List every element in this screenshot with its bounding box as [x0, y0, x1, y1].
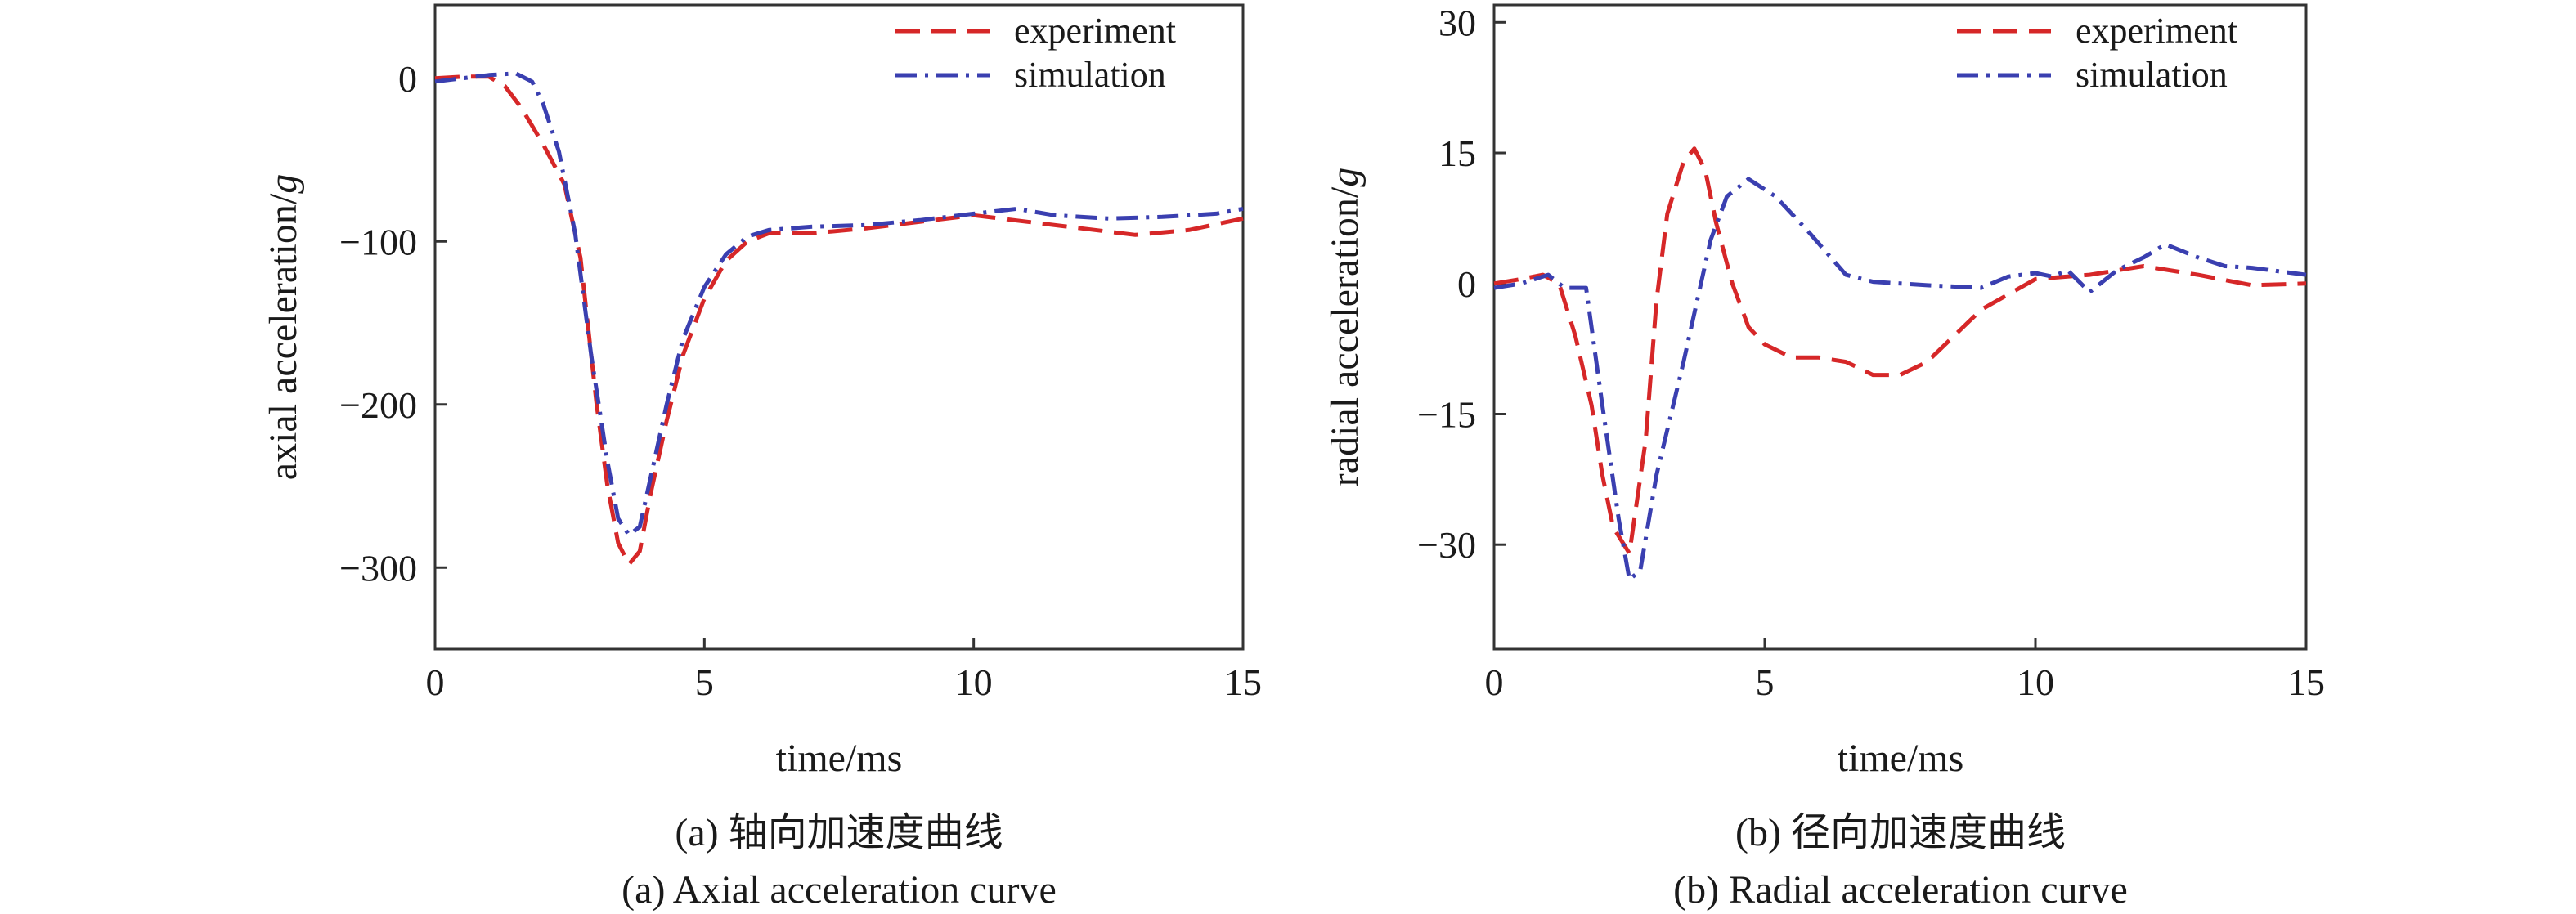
- x-tick-label: 0: [426, 661, 445, 703]
- x-tick-label: 10: [955, 661, 993, 703]
- y-tick-label: 30: [1438, 2, 1476, 43]
- tick-marks: [433, 77, 1245, 649]
- y-tick-label: −100: [339, 221, 417, 262]
- plot-frame: [1492, 3, 2308, 651]
- y-tick-labels: 30 15 0 −15 −30: [1417, 2, 1476, 566]
- legend: experiment simulation: [1957, 11, 2237, 95]
- caption-chinese: (a) 轴向加速度曲线: [675, 811, 1003, 854]
- y-tick-label: 0: [398, 58, 417, 100]
- y-axis-label: radial acceleration/g: [1323, 168, 1367, 486]
- y-tick-label: −30: [1417, 524, 1476, 566]
- legend-label-simulation: simulation: [2076, 55, 2228, 95]
- x-axis-label: time/ms: [1838, 737, 1964, 780]
- caption-english: (a) Axial acceleration curve: [622, 868, 1057, 912]
- legend-label-experiment: experiment: [2076, 11, 2237, 51]
- legend-label-experiment: experiment: [1014, 11, 1176, 51]
- x-tick-labels: 0 5 10 15: [1485, 661, 2326, 703]
- x-tick-label: 10: [2017, 661, 2054, 703]
- y-tick-labels: 0 −100 −200 −300: [339, 58, 417, 589]
- caption-english: (b) Radial acceleration curve: [1673, 868, 2128, 912]
- x-tick-label: 15: [2287, 661, 2325, 703]
- x-axis-label: time/ms: [776, 737, 903, 780]
- y-tick-label: 15: [1438, 132, 1476, 174]
- caption-chinese: (b) 径向加速度曲线: [1735, 811, 2066, 854]
- series-lines: [1493, 146, 2307, 582]
- y-tick-label: −200: [339, 384, 417, 426]
- x-tick-label: 15: [1224, 661, 1262, 703]
- series-lines: [434, 71, 1244, 567]
- tick-marks: [1492, 20, 2308, 649]
- x-tick-label: 5: [695, 661, 714, 703]
- y-tick-label: −15: [1417, 393, 1476, 435]
- y-tick-label: −300: [339, 547, 417, 589]
- legend-label-simulation: simulation: [1014, 55, 1166, 95]
- legend: experiment simulation: [895, 11, 1176, 95]
- series-line-simulation: [1493, 177, 2307, 582]
- series-line-simulation: [434, 71, 1244, 537]
- panel-radial: 30 15 0 −15 −30 0 5 10 15 experiment simulation…: [1323, 2, 2325, 912]
- x-tick-label: 5: [1756, 661, 1775, 703]
- series-line-experiment: [434, 74, 1244, 567]
- plot-frame: [433, 3, 1245, 651]
- x-tick-label: 0: [1485, 661, 1504, 703]
- series-line-experiment: [1493, 146, 2307, 556]
- y-axis-label: axial acceleration/g: [262, 174, 305, 480]
- x-tick-labels: 0 5 10 15: [426, 661, 1263, 703]
- panel-axial: 0 −100 −200 −300 0 5 10 15 experiment simulati…: [262, 3, 1263, 912]
- y-tick-label: 0: [1457, 263, 1476, 305]
